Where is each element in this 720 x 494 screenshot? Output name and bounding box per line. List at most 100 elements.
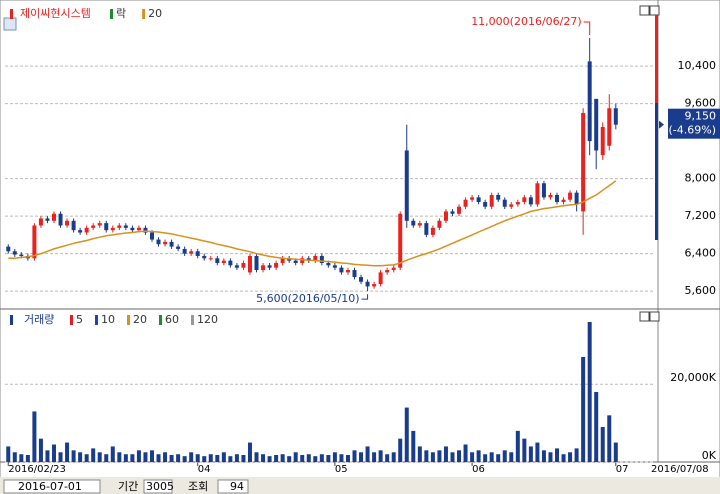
period-value: 3005 bbox=[146, 480, 174, 493]
volume-bar bbox=[300, 455, 305, 462]
icon-button[interactable] bbox=[3, 17, 17, 31]
toolbar bbox=[0, 477, 720, 494]
legend-label: 20 bbox=[148, 7, 162, 20]
candle-body bbox=[574, 192, 579, 205]
volume-bar bbox=[332, 452, 337, 462]
volume-bar bbox=[65, 442, 70, 462]
volume-bar bbox=[247, 442, 252, 462]
candle-body bbox=[541, 183, 546, 198]
candle-body bbox=[97, 223, 102, 226]
candle-body bbox=[6, 246, 11, 252]
count-input[interactable] bbox=[217, 479, 249, 494]
annotation: 5,600(2016/05/10) bbox=[256, 292, 359, 305]
volume-bar bbox=[261, 454, 266, 462]
candle-body bbox=[398, 213, 403, 268]
query-button[interactable]: 조회 bbox=[188, 480, 208, 493]
candle-body bbox=[450, 211, 455, 214]
x-tick-label: 04 bbox=[198, 464, 211, 475]
volume-bar bbox=[411, 430, 416, 462]
volume-bar bbox=[104, 454, 109, 462]
legend-swatch bbox=[10, 9, 13, 19]
candle-body bbox=[411, 220, 416, 226]
candle-body bbox=[352, 270, 357, 278]
y-tick-label: 9,600 bbox=[685, 97, 717, 110]
volume-bar bbox=[45, 450, 50, 462]
candle-body bbox=[509, 204, 514, 207]
volume-bar bbox=[202, 456, 207, 462]
volume-bar bbox=[561, 454, 566, 462]
candle-body bbox=[156, 239, 161, 245]
date-input[interactable] bbox=[3, 479, 101, 494]
maximize-button[interactable] bbox=[639, 5, 650, 16]
annotation-arrow bbox=[583, 21, 591, 35]
candle-body bbox=[528, 197, 533, 205]
candle-body bbox=[489, 195, 494, 207]
volume-bar bbox=[587, 322, 592, 462]
candle-body bbox=[189, 251, 194, 254]
candle-body bbox=[110, 227, 115, 231]
price-change: (-4.69%) bbox=[669, 124, 717, 137]
x-tick-label: 07 bbox=[616, 464, 629, 475]
volume-bar bbox=[130, 454, 135, 462]
candle-body bbox=[417, 223, 422, 226]
volume-bar bbox=[345, 455, 350, 462]
candle-body bbox=[12, 251, 17, 255]
candle-body bbox=[45, 218, 50, 221]
candle-body bbox=[391, 267, 396, 271]
volume-bar bbox=[163, 452, 168, 462]
candle-body bbox=[339, 267, 344, 273]
volume-bar bbox=[176, 454, 181, 462]
period-input[interactable] bbox=[143, 479, 173, 494]
candle-body bbox=[234, 265, 239, 268]
volume-bar bbox=[613, 442, 618, 462]
candle-body bbox=[215, 258, 220, 263]
volume-bar bbox=[581, 357, 586, 462]
volume-bar bbox=[339, 454, 344, 462]
candle-body bbox=[496, 195, 501, 200]
close-button[interactable] bbox=[649, 311, 660, 322]
volume-bar bbox=[319, 454, 324, 462]
volume-bar bbox=[208, 454, 213, 462]
y-tick-label: 10,400 bbox=[678, 59, 717, 72]
volume-bar bbox=[280, 454, 285, 462]
volume-bar bbox=[195, 454, 200, 462]
candle-body bbox=[71, 220, 76, 231]
candle-body bbox=[195, 251, 200, 256]
volume-bar bbox=[97, 452, 102, 462]
candle-body bbox=[326, 262, 331, 266]
volume-bar bbox=[12, 452, 17, 462]
volume-bar bbox=[326, 455, 331, 462]
candle-body bbox=[19, 254, 24, 256]
volume-bar bbox=[398, 438, 403, 462]
volume-bar bbox=[450, 452, 455, 462]
y-tick-label: 5,600 bbox=[685, 284, 717, 297]
volume-bar bbox=[293, 452, 298, 462]
volume-bar bbox=[496, 454, 501, 462]
candle-body bbox=[319, 255, 324, 263]
candle-body bbox=[313, 255, 318, 261]
maximize-button[interactable] bbox=[639, 311, 650, 322]
candle-body bbox=[300, 258, 305, 263]
volume-bar bbox=[385, 454, 390, 462]
volume-bar bbox=[404, 407, 409, 462]
volume-bar bbox=[71, 450, 76, 462]
volume-bar bbox=[365, 446, 370, 462]
candle-body bbox=[502, 199, 507, 207]
price-pointer bbox=[659, 120, 664, 129]
volume-bar bbox=[234, 454, 239, 462]
volume-bar bbox=[182, 456, 187, 462]
candle-body bbox=[470, 197, 475, 200]
candle-body bbox=[280, 258, 285, 263]
candle-body bbox=[548, 195, 553, 198]
close-button[interactable] bbox=[649, 5, 660, 16]
volume-bar bbox=[548, 452, 553, 462]
volume-bar bbox=[378, 450, 383, 462]
volume-bar bbox=[149, 450, 154, 462]
candle-body bbox=[372, 284, 377, 287]
candle-body bbox=[202, 255, 207, 259]
last-date: 2016/07/08 bbox=[651, 464, 709, 475]
candle-body bbox=[136, 227, 141, 231]
candle-body bbox=[143, 227, 148, 233]
volume-bar bbox=[228, 456, 233, 462]
